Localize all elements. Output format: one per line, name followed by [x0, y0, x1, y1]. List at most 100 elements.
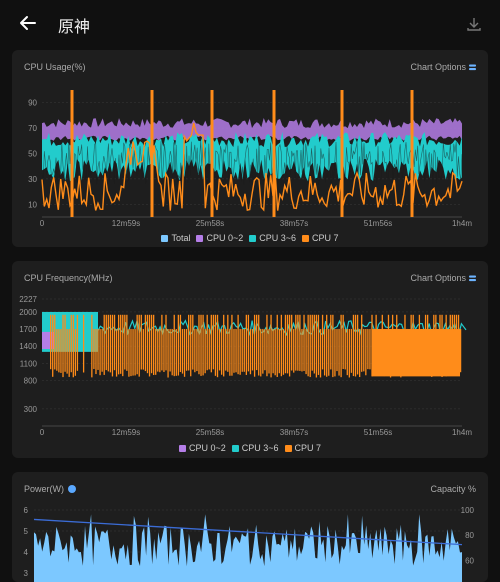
cpu-7-bar	[117, 314, 120, 375]
legend-item[interactable]: Total	[161, 233, 190, 243]
legend-label: CPU 7	[312, 233, 339, 243]
y-tick-label: 5	[24, 527, 29, 536]
legend-item[interactable]: CPU 3~6	[249, 233, 296, 243]
cpu-7-spike	[410, 90, 414, 217]
cpu-7-bar	[171, 329, 173, 376]
power-card: Power(W) Capacity % 6 5 4 3 100 80 60	[12, 472, 488, 582]
y-tick-label: 1700	[19, 325, 37, 334]
cpu-7-bar	[103, 314, 105, 375]
cpu-7-bar	[64, 314, 66, 372]
legend-item[interactable]: CPU 7	[284, 443, 322, 453]
legend-swatch	[161, 235, 169, 242]
legend-swatch	[302, 235, 310, 242]
cpu-7-bar	[253, 314, 256, 377]
cpu-7-bar	[369, 329, 371, 370]
capacity-label: Capacity %	[430, 484, 476, 494]
chart-options-button[interactable]: Chart Options	[410, 62, 476, 72]
y-tick-label: 10	[28, 200, 37, 209]
legend: CPU 0~2 CPU 3~6 CPU 7	[12, 443, 488, 453]
cpu-7-bar	[173, 314, 175, 377]
legend-swatch	[231, 445, 239, 452]
x-tick-label: 0	[40, 428, 45, 437]
cpu-7-bar	[200, 314, 202, 376]
cpu-7-bar	[153, 314, 155, 376]
cpu-7-bar	[264, 329, 266, 371]
cpu-7-bar	[301, 329, 303, 372]
cpu-7-bar	[91, 314, 93, 378]
cpu-7-bar	[206, 314, 208, 371]
cpu-7-bar	[128, 329, 130, 377]
cpu-7-bar	[198, 314, 200, 375]
legend-label: Total	[171, 233, 191, 243]
y-tick-label: 70	[28, 124, 37, 133]
cpu-7-bar	[270, 314, 272, 378]
cpu-7-bar	[311, 314, 313, 371]
legend-label: CPU 0~2	[188, 443, 226, 453]
cpu-7-bar	[138, 314, 140, 377]
y-tick-label: 1400	[19, 342, 37, 351]
cpu-7-bar	[278, 329, 280, 374]
legend-swatch	[196, 235, 204, 242]
cpu-7-bar	[365, 329, 367, 376]
chart-options-button[interactable]: Chart Options	[410, 273, 476, 283]
cpu-7-bar	[321, 314, 324, 370]
cpu-7-bar	[196, 329, 198, 372]
y-tick-label: 4	[24, 548, 29, 557]
cpu-7-bar	[134, 329, 136, 376]
cpu-7-bar	[185, 329, 188, 371]
cpu-7-bar	[93, 329, 95, 369]
cpu-7-bar	[140, 314, 142, 370]
cpu-frequency-card: CPU Frequency(MHz) Chart Options 2227 200…	[12, 261, 488, 458]
cpu-7-bar	[352, 314, 355, 377]
cpu-7-bar	[361, 314, 363, 372]
cpu-7-bar	[235, 329, 237, 373]
cpu-frequency-chart: 2227 2000 1700 1400 1100 800 300 0 12m59s 25m58s 3…	[19, 295, 472, 437]
legend-item[interactable]: CPU 7	[302, 233, 339, 243]
cpu-7-bar	[245, 314, 247, 375]
legend-label: CPU 0~2	[206, 233, 244, 243]
legend: Total CPU 0~2 CPU 3~6 CPU 7	[12, 233, 488, 243]
cpu-7-bar	[54, 314, 56, 370]
cpu-7-bar	[82, 314, 85, 373]
cpu-7-bar	[218, 329, 221, 371]
cpu-7-bar	[204, 329, 206, 374]
y-tick-label: 800	[24, 376, 38, 385]
legend-label: CPU 7	[294, 443, 322, 453]
x-tick-label: 38m57s	[280, 428, 308, 437]
cpu-7-spike	[70, 90, 74, 217]
legend-item[interactable]: CPU 3~6	[231, 443, 279, 453]
settings-icon[interactable]	[68, 485, 76, 493]
series-capacity	[33, 518, 463, 546]
cpu-7-bar	[332, 314, 334, 378]
cpu-7-bar	[214, 314, 217, 376]
cpu-7-bar	[338, 329, 340, 376]
cpu-7-bar	[313, 314, 315, 374]
cpu-7-bar	[58, 329, 60, 373]
cpu-7-bar	[280, 314, 283, 377]
legend-item[interactable]: CPU 0~2	[196, 233, 243, 243]
cpu-7-bar	[239, 329, 241, 375]
y-tick-label: 1100	[20, 359, 38, 368]
arrow-left-icon[interactable]	[18, 13, 38, 33]
cpu-7-bar	[354, 314, 357, 377]
cpu-7-bar	[340, 314, 342, 378]
cpu-usage-card: CPU Usage(%) Chart Options 90 70 50 30 10 0 12…	[12, 50, 488, 247]
cpu-7-bar	[115, 329, 118, 377]
cpu-7-bar	[266, 314, 268, 377]
cpu-7-bar	[334, 329, 336, 377]
cpu-7-bar	[150, 314, 153, 374]
cpu-7-bar	[286, 314, 289, 374]
card-title: Power(W)	[24, 484, 76, 494]
cpu-7-bar	[344, 329, 346, 370]
card-title: CPU Frequency(MHz)	[24, 273, 113, 283]
cpu-7-bar	[291, 314, 293, 371]
cpu-7-bar	[299, 314, 301, 371]
download-icon[interactable]	[466, 16, 482, 32]
x-tick-label: 0	[40, 219, 45, 228]
cpu-7-bar	[319, 329, 322, 378]
cpu-7-bar	[243, 329, 245, 372]
cpu-7-bar	[126, 314, 128, 371]
cpu-7-bar	[251, 329, 254, 371]
cpu-7-bar	[52, 314, 54, 377]
legend-item[interactable]: CPU 0~2	[178, 443, 226, 453]
